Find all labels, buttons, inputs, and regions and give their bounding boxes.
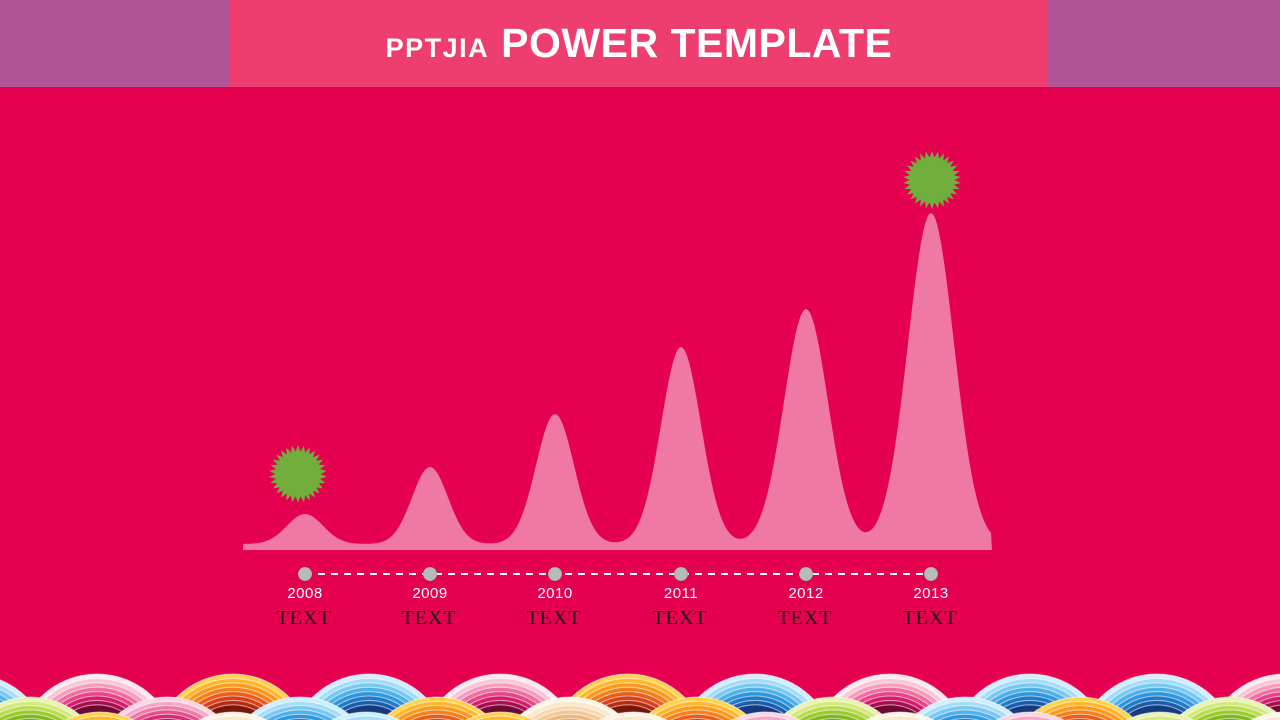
wave-circle-magenta [995,711,1065,720]
timeline-dot [673,566,689,582]
header-bar: PPTJIA POWER TEMPLATE [0,0,1280,87]
wave-circle-blue [908,696,1022,720]
timeline-year-2010: 2010 [537,585,573,602]
timeline-placeholder-2013: TEXT [902,607,958,629]
starburst-icon [903,151,961,209]
timeline-placeholder-2011: TEXT [652,607,708,629]
timeline-year-2012: 2012 [788,585,824,602]
wave-circle-magenta [731,711,801,720]
header-title-row: PPTJIA POWER TEMPLATE [230,0,1048,87]
timeline-placeholder-2012: TEXT [777,607,833,629]
timeline-dot [923,566,939,582]
timeline-year-2011: 2011 [663,585,699,602]
wave-circle-magenta [110,696,224,720]
wave-circle-orange [65,711,135,720]
wave-circle-orange [1023,696,1137,720]
wave-circle-cream [865,711,935,720]
timeline-year-2008: 2008 [287,585,323,602]
wave-border [0,673,1280,720]
wave-circle-green [776,696,890,720]
timeline-year-2009: 2009 [412,585,448,602]
wave-circle-cream [1250,711,1280,720]
wave-circle-blue [243,696,357,720]
wave-circle-cream [513,696,627,720]
header-corner-left [0,0,230,87]
wave-circle-green [1125,711,1195,720]
wave-circle-blue [331,711,401,720]
timeline-year-2013: 2013 [913,585,949,602]
timeline-dot [422,566,438,582]
wave-circle-cream [598,711,668,720]
timeline-dot [297,566,313,582]
header-corner-right [1048,0,1280,87]
timeline-placeholder-2008: TEXT [276,607,332,629]
peaks-area [243,213,992,550]
timeline-dot [798,566,814,582]
starburst-icon [269,445,327,503]
wave-circle-cream [198,711,268,720]
timeline-placeholder-2010: TEXT [526,607,582,629]
wave-circle-green [1173,696,1280,720]
wave-circle-green [0,696,87,720]
wave-circle-orange [380,696,494,720]
wave-circle-orange [640,696,754,720]
wave-circle-orange [465,711,535,720]
timeline-placeholder-2009: TEXT [401,607,457,629]
timeline-dot [547,566,563,582]
page-title: POWER TEMPLATE [501,20,893,66]
brand-text: PPTJIA [385,33,490,63]
